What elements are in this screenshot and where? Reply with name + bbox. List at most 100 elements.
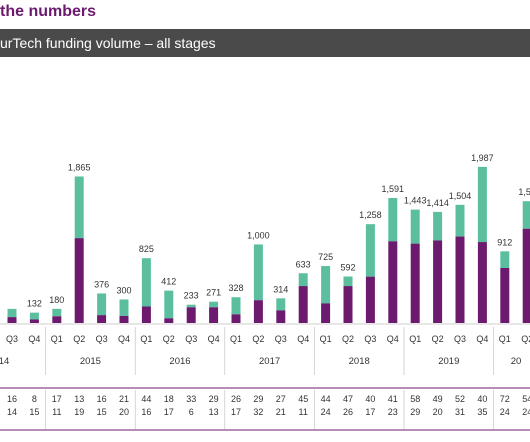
deal-count-cell: 44 [321,394,331,404]
deal-count-cell: 44 [141,394,151,404]
quarter-tick-label: Q3 [454,334,466,344]
deal-count-cell: 33 [186,394,196,404]
deal-count-cell: 52 [455,394,465,404]
year-label: 2019 [438,356,459,367]
bar-upper-segment [231,297,241,315]
deal-count-cell: 17 [365,407,375,417]
deal-count-cell: 16 [7,394,17,404]
deal-count-cell: 21 [276,407,286,417]
bar-upper-segment [7,308,17,318]
bar-upper-segment [164,290,174,319]
bar-lower-segment [522,228,530,323]
quarter-tick-label: Q4 [476,334,488,344]
bar-lower-segment [253,300,263,323]
bar-upper-segment [343,276,353,287]
quarter-tick-label: Q2 [163,334,175,344]
deal-count-cell: 72 [500,394,510,404]
deal-count-cell: 13 [209,407,219,417]
bar-lower-segment [164,318,174,323]
deal-count-cell: 15 [97,407,107,417]
deal-count-cell: 40 [477,394,487,404]
year-label: 2016 [169,356,190,367]
deal-count-cell: 17 [231,407,241,417]
chart-title: urTech funding volume – all stages [0,35,216,51]
quarter-tick-label: Q4 [297,334,309,344]
quarter-tick-label: Q1 [51,334,63,344]
bar-total-label: 1,504 [449,191,472,201]
deal-count-cell: 45 [298,394,308,404]
bar-total-label: 300 [116,285,131,295]
quarter-tick-label: Q4 [118,334,130,344]
bar-lower-segment [321,303,331,323]
deal-count-cell: 29 [253,394,263,404]
bar-lower-segment [74,238,84,323]
quarter-tick-label: Q3 [6,334,18,344]
bar-upper-segment [97,293,107,316]
year-label: 20 [511,356,522,367]
deal-count-cell: 24 [500,407,510,417]
deal-count-cell: 49 [433,394,443,404]
bar-upper-segment [186,304,196,308]
bar-upper-segment [52,308,62,317]
deal-count-cell: 58 [410,394,420,404]
bar-total-label: 1,258 [359,210,382,220]
deal-count-cell: 20 [119,407,129,417]
bar-total-label: 412 [161,277,176,287]
year-label: 2015 [80,356,101,367]
bar-lower-segment [298,286,308,323]
bar-upper-segment [29,312,39,320]
quarter-tick-label: Q2 [521,334,530,344]
quarter-tick-label: Q2 [342,334,354,344]
deal-count-cell: 16 [141,407,151,417]
deal-count-cell: 40 [365,394,375,404]
deal-count-cell: 31 [455,407,465,417]
bar-total-label: 376 [94,279,109,289]
bar-total-label: 1,865 [68,162,91,172]
deal-count-cell: 23 [388,407,398,417]
bar-upper-segment [388,197,398,242]
quarter-tick-label: Q1 [499,334,511,344]
quarter-tick-label: Q4 [208,334,220,344]
deal-count-cell: 24 [522,407,530,417]
quarter-tick-label: Q1 [320,334,332,344]
bar-lower-segment [276,310,286,323]
bar-upper-segment [500,251,510,268]
deal-count-cell: 18 [164,394,174,404]
quarter-tick-label: Q4 [387,334,399,344]
bar-upper-segment [276,298,286,311]
bar-total-label: 1,414 [426,198,449,208]
bar-total-label: 825 [139,244,154,254]
bar-lower-segment [7,317,17,323]
bar-lower-segment [365,276,375,323]
bar-lower-segment [97,315,107,323]
bar-lower-segment [500,268,510,323]
quarter-tick-label: Q3 [275,334,287,344]
year-label: 2017 [259,356,280,367]
bar-total-label: 633 [296,259,311,269]
deal-count-cell: 15 [29,407,39,417]
deal-count-cell: 19 [74,407,84,417]
value-labels-layer: 132 180 1,865 376 300 825 412 233 271 328 1,000 314… [27,153,530,309]
deal-count-cell: 32 [253,407,263,417]
deal-count-cell: 35 [477,407,487,417]
deal-count-cell: 20 [433,407,443,417]
bar-lower-segment [209,307,219,323]
deal-count-cell: 17 [52,394,62,404]
quarter-tick-label: Q3 [185,334,197,344]
bar-total-label: 271 [206,288,221,298]
bar-total-label: 180 [49,295,64,305]
bar-upper-segment [74,176,84,239]
bar-upper-segment [321,266,331,304]
bar-lower-segment [343,286,353,323]
bar-upper-segment [253,244,263,301]
deal-count-cell: 13 [74,394,84,404]
year-label: 14 [0,356,9,367]
bar-total-label: 912 [497,237,512,247]
quarter-tick-label: Q1 [140,334,152,344]
bar-total-label: 1,987 [471,153,494,163]
deal-count-cell: 26 [231,394,241,404]
bar-upper-segment [298,273,308,287]
bar-lower-segment [119,315,129,323]
deal-count-cell: 6 [189,407,194,417]
